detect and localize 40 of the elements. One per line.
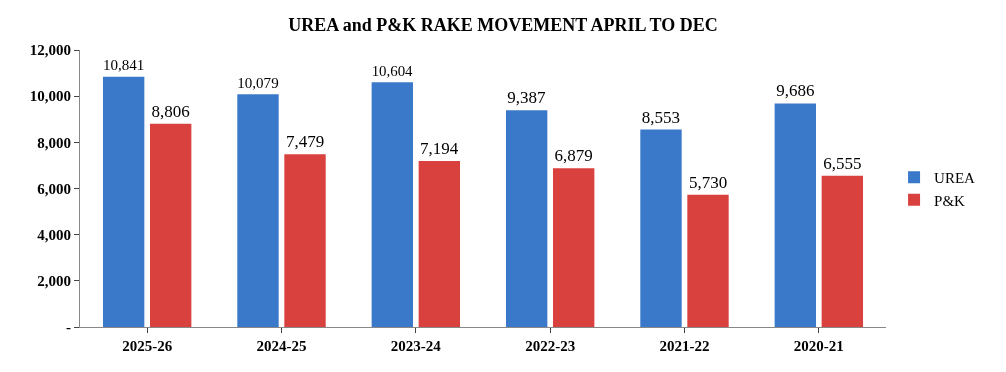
y-tick-label: 4,000 (37, 226, 71, 243)
bar (505, 110, 548, 327)
y-tick-label: - (66, 319, 71, 336)
bar (284, 154, 326, 327)
x-tick-label: 2022-23 (525, 338, 576, 354)
bar (102, 76, 145, 327)
bar (149, 123, 192, 327)
x-tick-label: 2021-22 (659, 338, 710, 354)
data-label: 8,553 (641, 107, 681, 127)
y-tick-label: 10,000 (29, 88, 71, 105)
data-label: 9,387 (507, 88, 547, 108)
x-tick-label: 2025-26 (122, 338, 173, 354)
x-tick-label: 2020-21 (793, 338, 844, 354)
bar (774, 103, 817, 327)
data-label: 10,079 (237, 74, 279, 91)
bar (687, 194, 729, 327)
y-tick-label: 8,000 (37, 134, 71, 151)
legend-label: P&K (934, 192, 966, 209)
x-tick-label: 2023-24 (390, 338, 442, 354)
legend-label: UREA (934, 170, 976, 187)
bar (371, 82, 414, 327)
bar (237, 94, 279, 327)
y-tick-label: 2,000 (37, 273, 71, 290)
data-label: 9,686 (776, 81, 815, 101)
data-label: 6,555 (823, 153, 862, 173)
data-label: 6,879 (554, 146, 593, 166)
bar (552, 168, 595, 327)
data-label: 7,479 (285, 132, 325, 152)
bar (640, 129, 682, 327)
y-tick-label: 12,000 (29, 42, 71, 59)
data-label: 10,604 (371, 62, 414, 79)
bar (821, 175, 864, 327)
bar (418, 160, 461, 327)
data-label: 10,841 (102, 57, 145, 74)
y-tick-label: 6,000 (37, 180, 71, 197)
data-label: 8,806 (151, 101, 190, 121)
data-label: 5,730 (688, 172, 728, 192)
chart-title: UREA and P&K RAKE MOVEMENT APRIL TO DEC (288, 15, 718, 36)
x-tick-label: 2024-25 (256, 338, 307, 354)
data-label: 7,194 (419, 138, 459, 158)
